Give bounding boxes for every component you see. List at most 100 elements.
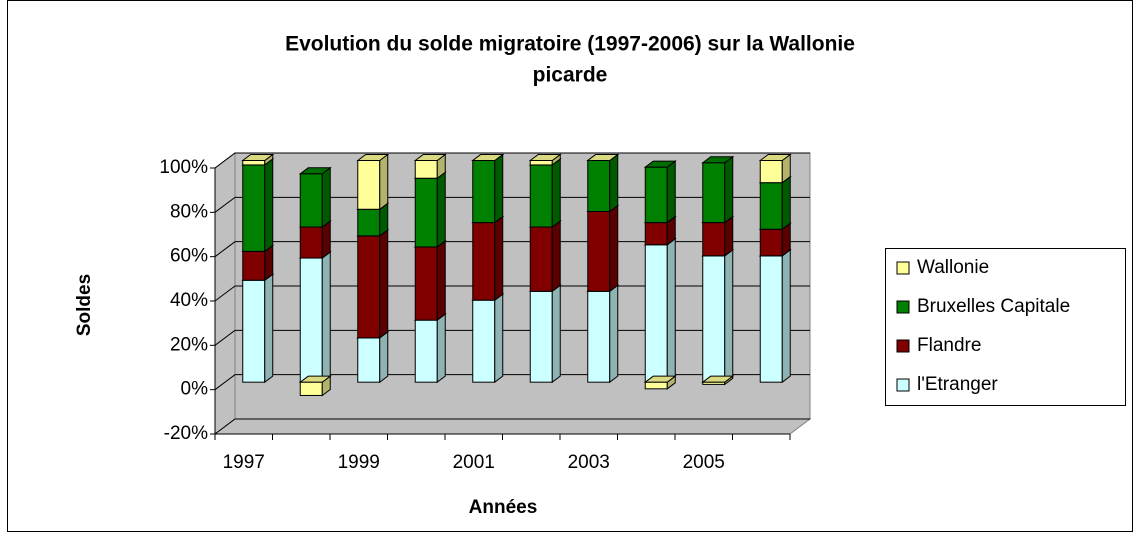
- bar-side: [724, 215, 734, 257]
- bar-top: [643, 160, 677, 168]
- bar: [529, 164, 553, 228]
- bar-side: [436, 171, 446, 248]
- grid-line: [214, 285, 810, 302]
- bar-side: [494, 293, 504, 384]
- bar: [357, 235, 381, 339]
- y-tick-label: 20%: [170, 334, 208, 355]
- legend-label: Flandre: [917, 335, 981, 356]
- bar: [414, 319, 438, 383]
- bar: [299, 173, 323, 228]
- bar-side: [379, 228, 389, 339]
- bar: [702, 255, 726, 383]
- bar-side: [436, 239, 446, 322]
- bar: [472, 222, 496, 301]
- bar-side: [666, 160, 676, 224]
- bar: [472, 160, 496, 224]
- legend-swatch: [896, 261, 910, 275]
- chart-title: picarde: [533, 64, 608, 87]
- bar-top: [643, 375, 677, 383]
- bar-side: [494, 215, 504, 302]
- bar-side: [379, 330, 389, 384]
- bar-top: [471, 154, 505, 161]
- bar: [242, 279, 266, 383]
- x-tick-label: 1999: [338, 452, 380, 473]
- grid-line: [214, 374, 810, 391]
- bar-side: [609, 204, 619, 293]
- bar: [414, 160, 438, 179]
- bar-side: [551, 220, 561, 293]
- bar-top: [758, 154, 792, 161]
- x-tick-label: 2003: [568, 452, 610, 473]
- bar-top: [701, 375, 735, 383]
- bar: [759, 160, 783, 184]
- bar: [299, 257, 323, 383]
- bar-side: [781, 175, 791, 231]
- bar: [299, 381, 323, 396]
- bar: [242, 160, 266, 166]
- bar-side: [609, 153, 619, 213]
- legend-label: l'Etranger: [917, 374, 998, 395]
- bar: [702, 222, 726, 257]
- y-tick-label: -20%: [164, 423, 208, 444]
- bar: [644, 166, 668, 224]
- floor: [213, 418, 812, 435]
- bar-side: [609, 284, 619, 384]
- bar: [414, 246, 438, 321]
- legend-swatch: [896, 339, 910, 353]
- bar-side: [724, 248, 734, 384]
- bar-top: [356, 154, 390, 161]
- bar: [587, 210, 611, 292]
- bar: [759, 255, 783, 383]
- bar: [242, 164, 266, 252]
- bar: [414, 177, 438, 248]
- bar: [299, 226, 323, 259]
- y-tick-label: 80%: [170, 201, 208, 222]
- bar: [587, 160, 611, 212]
- bar: [472, 299, 496, 383]
- legend-swatch: [896, 378, 910, 392]
- bar: [357, 337, 381, 383]
- grid-line: [214, 196, 810, 213]
- x-tick-label: 2005: [683, 452, 725, 473]
- bar: [759, 182, 783, 230]
- legend-label: Bruxelles Capitale: [917, 296, 1070, 317]
- bar-top: [586, 154, 620, 161]
- bar: [529, 290, 553, 383]
- bar: [759, 228, 783, 257]
- bar-side: [666, 237, 676, 384]
- x-tick-label: 2001: [453, 452, 495, 473]
- bar: [587, 290, 611, 383]
- grid-line: [214, 329, 810, 346]
- bar-side: [724, 155, 734, 224]
- bar-side: [264, 157, 274, 253]
- y-tick-label: 60%: [170, 246, 208, 267]
- y-tick-label: 100%: [159, 157, 208, 178]
- legend-label: Wallonie: [917, 257, 989, 278]
- bar-side: [321, 251, 331, 384]
- bar-top: [413, 154, 447, 161]
- bar-top: [298, 375, 332, 383]
- bar: [357, 208, 381, 237]
- grid-line: [214, 152, 810, 169]
- bar-top: [241, 154, 275, 161]
- y-tick-label: 40%: [170, 290, 208, 311]
- bar-side: [321, 166, 331, 228]
- bar: [357, 160, 381, 210]
- legend-swatch: [896, 300, 910, 314]
- legend: [885, 248, 1126, 406]
- bar: [702, 162, 726, 224]
- bar-side: [264, 273, 274, 384]
- bar-top: [701, 156, 735, 164]
- x-axis-title: Années: [469, 497, 538, 518]
- bar-side: [781, 248, 791, 384]
- bar-side: [494, 153, 504, 224]
- chart-title: Evolution du solde migratoire (1997-2006…: [285, 33, 855, 56]
- y-tick-label: 0%: [181, 379, 209, 400]
- bar: [242, 250, 266, 281]
- bar: [529, 226, 553, 292]
- grid-line: [214, 241, 810, 258]
- bar: [644, 244, 668, 383]
- bar: [644, 222, 668, 246]
- bar: [644, 381, 668, 390]
